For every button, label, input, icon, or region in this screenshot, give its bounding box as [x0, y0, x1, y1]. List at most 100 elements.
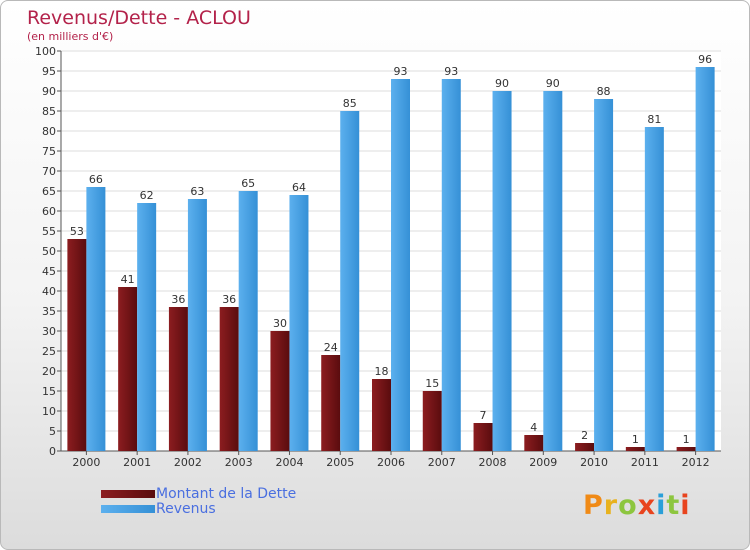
logo-letter: i	[656, 490, 667, 521]
x-tick-label: 2007	[428, 456, 456, 469]
data-label: 7	[480, 409, 487, 422]
logo-letter: P	[583, 490, 604, 521]
logo-letter: r	[603, 490, 619, 521]
bar-revenus-2004	[289, 195, 309, 451]
bar-dette-2011	[625, 447, 645, 451]
y-tick-label: 10	[42, 405, 56, 418]
logo-letter: t	[666, 490, 681, 521]
y-tick-label: 40	[42, 285, 56, 298]
y-tick-label: 95	[42, 65, 56, 78]
data-label: 2	[581, 429, 588, 442]
x-tick-label: 2003	[225, 456, 253, 469]
logo-letter: o	[618, 490, 638, 521]
bar-dette-2004	[270, 331, 290, 451]
bar-revenus-2006	[391, 79, 410, 451]
y-tick-label: 55	[42, 225, 56, 238]
legend-swatch-revenus	[101, 505, 155, 513]
bar-dette-2008	[473, 423, 493, 451]
bar-dette-2012	[676, 447, 696, 451]
data-label: 1	[632, 433, 639, 446]
y-tick-label: 70	[42, 165, 56, 178]
bar-dette-2003	[219, 307, 239, 451]
y-tick-label: 65	[42, 185, 56, 198]
data-label: 93	[444, 65, 458, 78]
x-tick-label: 2010	[580, 456, 608, 469]
y-tick-label: 30	[42, 325, 56, 338]
bar-revenus-2001	[137, 203, 157, 451]
x-tick-label: 2011	[631, 456, 659, 469]
bar-revenus-2012	[695, 67, 715, 451]
bar-dette-2010	[575, 443, 595, 451]
y-tick-label: 80	[42, 125, 56, 138]
bar-revenus-2005	[340, 111, 360, 451]
data-label: 53	[70, 225, 84, 238]
bar-revenus-2011	[644, 127, 664, 451]
y-tick-label: 90	[42, 85, 56, 98]
data-label: 88	[597, 85, 611, 98]
y-tick-label: 5	[49, 425, 56, 438]
x-tick-label: 2012	[682, 456, 710, 469]
data-label: 90	[495, 77, 509, 90]
data-label: 64	[292, 181, 306, 194]
legend-label-revenus: Revenus	[156, 501, 216, 517]
bar-revenus-2007	[441, 79, 461, 451]
y-tick-label: 25	[42, 345, 56, 358]
legend-swatch-dette	[101, 490, 155, 498]
chart-title: Revenus/Dette - ACLOU	[27, 7, 251, 29]
x-tick-label: 2004	[275, 456, 303, 469]
bar-dette-2007	[422, 391, 442, 451]
y-tick-label: 50	[42, 245, 56, 258]
bar-revenus-2010	[594, 99, 614, 451]
data-label: 36	[222, 293, 236, 306]
y-tick-label: 60	[42, 205, 56, 218]
data-label: 41	[121, 273, 135, 286]
y-tick-label: 20	[42, 365, 56, 378]
data-label: 66	[89, 173, 103, 186]
data-label: 36	[171, 293, 185, 306]
x-tick-label: 2005	[326, 456, 354, 469]
bar-dette-2002	[168, 307, 188, 451]
data-label: 93	[394, 65, 408, 78]
data-label: 4	[530, 421, 537, 434]
logo-letter: i	[680, 490, 691, 521]
x-tick-label: 2009	[529, 456, 557, 469]
x-tick-label: 2006	[377, 456, 405, 469]
chart-subtitle: (en milliers d'€)	[27, 30, 114, 43]
data-label: 18	[375, 365, 389, 378]
bar-dette-2006	[372, 379, 391, 451]
y-tick-label: 0	[49, 445, 56, 458]
bar-dette-2000	[67, 239, 87, 451]
x-tick-label: 2000	[72, 456, 100, 469]
data-label: 62	[140, 189, 154, 202]
y-tick-label: 15	[42, 385, 56, 398]
bar-revenus-2008	[492, 91, 512, 451]
data-label: 85	[343, 97, 357, 110]
x-tick-label: 2001	[123, 456, 151, 469]
data-label: 15	[425, 377, 439, 390]
data-label: 30	[273, 317, 287, 330]
data-label: 81	[647, 113, 661, 126]
data-label: 96	[698, 53, 712, 66]
y-tick-label: 45	[42, 265, 56, 278]
data-label: 1	[683, 433, 690, 446]
x-tick-label: 2008	[479, 456, 507, 469]
bar-dette-2005	[321, 355, 341, 451]
data-label: 90	[546, 77, 560, 90]
data-label: 63	[190, 185, 204, 198]
y-tick-label: 75	[42, 145, 56, 158]
bar-revenus-2003	[238, 191, 258, 451]
data-label: 65	[241, 177, 255, 190]
x-tick-label: 2002	[174, 456, 202, 469]
y-tick-label: 100	[35, 45, 56, 58]
bar-revenus-2009	[543, 91, 563, 451]
bar-dette-2009	[524, 435, 544, 451]
bar-dette-2001	[118, 287, 138, 451]
bar-revenus-2002	[187, 199, 207, 451]
data-label: 24	[324, 341, 338, 354]
proxiti-logo: Proxiti	[583, 490, 691, 521]
y-tick-label: 35	[42, 305, 56, 318]
y-tick-label: 85	[42, 105, 56, 118]
bar-revenus-2000	[86, 187, 106, 451]
